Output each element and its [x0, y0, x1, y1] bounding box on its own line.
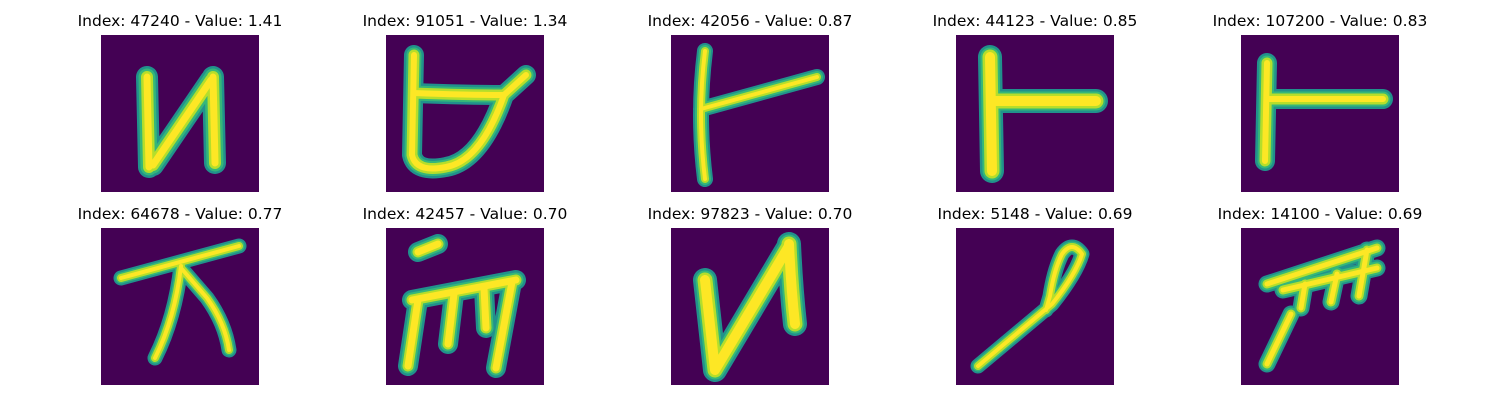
image-panel: Index: 47240 - Value: 1.41 [35, 11, 325, 196]
image-panel: Index: 44123 - Value: 0.85 [890, 11, 1180, 196]
character-image [101, 228, 259, 385]
panel-title: Index: 14100 - Value: 0.69 [1217, 205, 1423, 223]
panel-title: Index: 97823 - Value: 0.70 [647, 205, 853, 223]
image-panel: Index: 42056 - Value: 0.87 [605, 11, 895, 196]
panel-title: Index: 42056 - Value: 0.87 [647, 12, 853, 30]
panel-title: Index: 5148 - Value: 0.69 [937, 205, 1133, 223]
character-image [1241, 35, 1399, 192]
character-image [956, 35, 1114, 192]
panel-title: Index: 47240 - Value: 1.41 [77, 12, 283, 30]
character-image [956, 228, 1114, 385]
panel-title: Index: 91051 - Value: 1.34 [362, 12, 568, 30]
image-panel: Index: 107200 - Value: 0.83 [1175, 11, 1465, 196]
character-image [386, 228, 544, 385]
image-panel: Index: 14100 - Value: 0.69 [1175, 204, 1465, 389]
image-panel: Index: 42457 - Value: 0.70 [320, 204, 610, 389]
panel-title: Index: 42457 - Value: 0.70 [362, 205, 568, 223]
image-panel: Index: 91051 - Value: 1.34 [320, 11, 610, 196]
character-image [671, 35, 829, 192]
panel-title: Index: 107200 - Value: 0.83 [1212, 12, 1428, 30]
character-image [386, 35, 544, 192]
image-panel: Index: 5148 - Value: 0.69 [890, 204, 1180, 389]
image-panel: Index: 97823 - Value: 0.70 [605, 204, 895, 389]
panel-title: Index: 64678 - Value: 0.77 [77, 205, 283, 223]
character-image [671, 228, 829, 385]
image-panel: Index: 64678 - Value: 0.77 [35, 204, 325, 389]
character-image [101, 35, 259, 192]
panel-title: Index: 44123 - Value: 0.85 [932, 12, 1138, 30]
character-image [1241, 228, 1399, 385]
